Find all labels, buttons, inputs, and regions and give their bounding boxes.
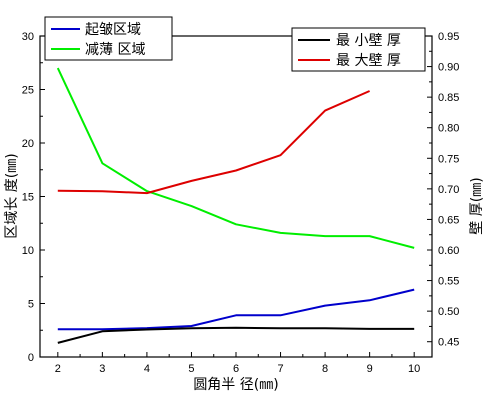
y-left-tick-label: 20	[22, 138, 34, 150]
legend-right-box	[291, 27, 426, 72]
legend-label-min-thickness: 最 小壁 厚	[336, 33, 401, 49]
y-right-tick-label: 0.50	[438, 306, 459, 318]
y-right-axis-title: 壁 厚(㎜)	[469, 177, 485, 234]
series-thinning-area	[56, 67, 415, 249]
legend-right: 最 小壁 厚 最 大壁 厚	[291, 27, 426, 72]
y-right-tick-label: 0.80	[438, 123, 459, 135]
x-tick-label: 7	[277, 363, 283, 375]
x-tick-label: 6	[233, 363, 239, 375]
y-right-tick-label: 0.75	[438, 153, 459, 165]
y-right-tick-label: 0.45	[438, 337, 459, 349]
series-wrinkle-area	[57, 288, 415, 331]
y-left-axis-title: 区域长 度(㎜)	[4, 153, 20, 238]
y-left-tick-label: 15	[22, 192, 34, 204]
plot-area	[39, 35, 433, 358]
x-tick-label: 3	[99, 363, 105, 375]
x-tick-label: 8	[322, 363, 328, 375]
series-lines	[56, 67, 415, 344]
x-tick-label: 5	[188, 363, 194, 375]
y-right-tick-label: 0.90	[438, 62, 459, 74]
legend-label-wrinkle: 起皱区域	[85, 22, 141, 38]
legend-label-thinning: 减薄 区域	[85, 42, 145, 58]
axis-ticks: 2 3 4 5 6 7 8 9 10 0 5 10 15 20 25 30 0.45 0.50 0.55 0.60 0.…	[22, 31, 460, 375]
y-right-tick-label: 0.70	[438, 184, 459, 196]
x-axis-title: 圆角半 径(㎜)	[193, 377, 278, 393]
x-tick-label: 2	[55, 363, 61, 375]
series-max-wall-thickness	[57, 90, 371, 195]
y-right-tick-label: 0.60	[438, 245, 459, 257]
y-left-tick-label: 5	[28, 299, 34, 311]
y-right-tick-label: 0.65	[438, 214, 459, 226]
series-min-wall-thickness	[57, 326, 415, 344]
x-tick-label: 9	[367, 363, 373, 375]
y-left-tick-label: 10	[22, 245, 34, 257]
y-right-tick-label: 0.55	[438, 276, 459, 288]
y-left-tick-label: 0	[28, 352, 34, 364]
legend-label-max-thickness: 最 大壁 厚	[336, 53, 401, 69]
y-left-tick-label: 30	[22, 31, 34, 43]
x-tick-label: 4	[144, 363, 150, 375]
legend-left-box	[44, 16, 173, 61]
y-right-tick-label: 0.95	[438, 31, 459, 43]
legend-left: 起皱区域 减薄 区域	[44, 16, 173, 61]
y-right-tick-label: 0.85	[438, 92, 459, 104]
y-left-tick-label: 25	[22, 85, 34, 97]
x-tick-label: 10	[408, 363, 420, 375]
